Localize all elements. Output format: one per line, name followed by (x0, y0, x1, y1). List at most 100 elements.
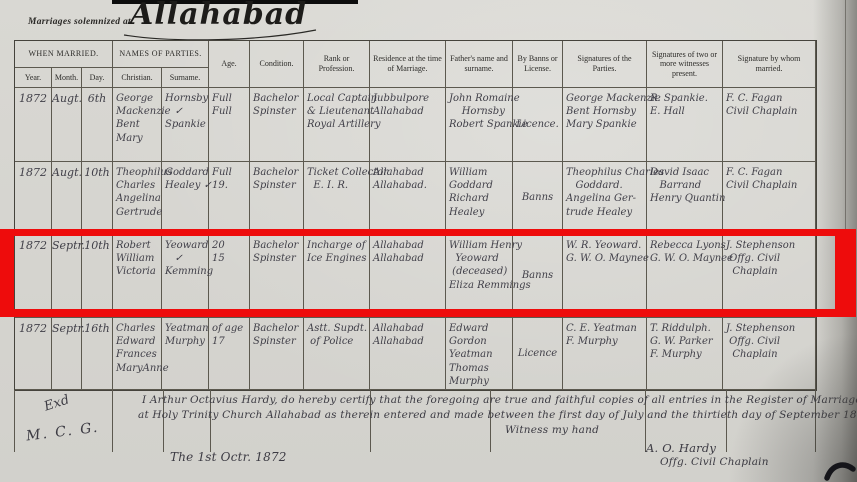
cell-christian: Theophilus Charles Angelina Gertrude (113, 162, 172, 235)
cell-year: 1872 (15, 88, 52, 162)
cell-day: 10th (82, 235, 113, 318)
cell-age: Full Full (209, 88, 250, 162)
preamble-label: Marriages solemnized at (28, 17, 131, 27)
cell-sig-parties: George Mackenzie Bent Hornsby Mary Spank… (563, 88, 661, 162)
column-rule (370, 390, 371, 452)
cell-banns: Licence (513, 318, 563, 390)
column-rule (112, 390, 113, 452)
place-name: Allahabad (130, 0, 308, 32)
cell-father: John Romaine Hornsby Robert Spankie (446, 88, 528, 162)
header-names-of-parties: NAMES OF PARTIES. (113, 41, 209, 68)
cell-residence: Jubbulpore Allahabad (370, 88, 446, 162)
column-rule (490, 390, 491, 452)
cell-rank: Local Captain & Lieutenant Royal Artille… (304, 88, 381, 162)
cell-sig-witnesses: David Isaac Barrand Henry Quantin (647, 162, 725, 235)
cell-age: Full 19. (209, 162, 250, 235)
cell-banns: Banns (513, 162, 563, 235)
cell-banns: Banns (513, 235, 563, 318)
table-row: 1872 Augt. 10th Theophilus Charles Angel… (15, 162, 816, 235)
header-condition: Condition. (250, 41, 304, 88)
cell-father: Edward Gordon Yeatman Thomas Murphy (446, 318, 513, 390)
cell-month: Septr. (52, 235, 85, 318)
column-rule (163, 390, 164, 452)
cell-condition: Bachelor Spinster (250, 235, 304, 318)
chaplain-title: Offg. Civil Chaplain (660, 456, 769, 468)
cell-month: Augt. (52, 88, 82, 162)
cell-sig-by-whom: F. C. Fagan Civil Chaplain (723, 162, 816, 235)
cell-surname: Yeoward ✓ Kemming (162, 235, 213, 318)
cell-banns: Licence. (513, 88, 563, 162)
header-christian: Christian. (113, 68, 162, 88)
cell-christian: George Mackenzie Bent Mary (113, 88, 171, 162)
table-row: 1872 Augt. 6th George Mackenzie Bent Mar… (15, 88, 816, 162)
header-rank: Rank or Profession. (304, 41, 370, 88)
table-row-highlighted: 1872 Septr. 10th Robert William Victoria… (15, 235, 816, 318)
ink-curl-mark (824, 462, 856, 481)
corner-shadow (727, 332, 857, 482)
flourish-underline (123, 29, 317, 41)
cell-day: 6th (82, 88, 113, 162)
header-sig-by-whom: Signature by whom married. (723, 41, 816, 88)
cell-christian: Robert William Victoria (113, 235, 162, 318)
column-rule (14, 390, 15, 452)
cell-year: 1872 (15, 318, 52, 390)
header-age: Age. (209, 41, 250, 88)
cell-month: Augt. (52, 162, 82, 235)
header-sig-witnesses: Signatures of two or more witnesses pres… (647, 41, 723, 88)
header-month: Month. (52, 68, 82, 88)
cell-surname: Yeatman Murphy (162, 318, 209, 390)
header-when-married: WHEN MARRIED. (15, 41, 113, 68)
header-year: Year. (15, 68, 52, 88)
header-day: Day. (82, 68, 113, 88)
cell-day: 16th (82, 318, 113, 390)
header-residence: Residence at the time of Marriage. (370, 41, 446, 88)
cell-father: William Henry Yeoward (deceased) Eliza R… (446, 235, 531, 318)
header-father: Father's name and surname. (446, 41, 513, 88)
chaplain-signature: A. O. Hardy (646, 441, 717, 455)
cell-condition: Bachelor Spinster (250, 318, 304, 390)
cell-sig-witnesses: R. Spankie. E. Hall (647, 88, 723, 162)
registrar-initials: M. C. G. (25, 419, 101, 445)
column-rule (645, 390, 646, 452)
page-fold-line (845, 0, 846, 238)
cell-sig-parties: W. R. Yeoward. G. W. O. Maynee (563, 235, 649, 318)
cell-residence: Allahabad Allahabad. (370, 162, 446, 235)
cell-year: 1872 (15, 235, 52, 318)
header-surname: Surname. (162, 68, 209, 88)
cell-surname: Goddard Healey ✓ (162, 162, 212, 235)
cell-condition: Bachelor Spinster (250, 88, 304, 162)
cell-month: Septr. (52, 318, 85, 390)
cell-father: William Goddard Richard Healey (446, 162, 513, 235)
certification-line-3: Witness my hand (505, 424, 600, 436)
cell-surname: Hornsby ✓ Spankie (162, 88, 209, 162)
cell-residence: Allahabad Allahabad (370, 235, 446, 318)
header-sig-parties: Signatures of the Parties. (563, 41, 647, 88)
cell-rank: Astt. Supdt. of Police (304, 318, 370, 390)
column-rule (726, 390, 727, 452)
cell-day: 10th (82, 162, 113, 235)
register-table: WHEN MARRIED. NAMES OF PARTIES. Year. Mo… (14, 40, 817, 391)
examined-mark: Exd (42, 392, 72, 415)
table-row: 1872 Septr. 16th Charles Edward Frances … (15, 318, 816, 390)
cell-sig-parties: Theophilus Charles Goddard. Angelina Ger… (563, 162, 664, 235)
highlight-box (0, 229, 856, 317)
certification-line-1: I Arthur Octavius Hardy, do hereby certi… (142, 394, 857, 406)
cell-condition: Bachelor Spinster (250, 162, 304, 235)
cell-residence: Allahabad Allahabad (370, 318, 446, 390)
header-banns: By Banns or License. (513, 41, 563, 88)
certification-date: The 1st Octr. 1872 (170, 450, 287, 464)
cell-sig-witnesses: Rebecca Lyons G. W. O. Maynee (647, 235, 733, 318)
scan-edge-bar (112, 0, 358, 4)
cell-year: 1872 (15, 162, 52, 235)
table-header: WHEN MARRIED. NAMES OF PARTIES. Year. Mo… (15, 41, 816, 88)
cell-sig-by-whom: F. C. Fagan Civil Chaplain (723, 88, 816, 162)
cell-sig-parties: C. E. Yeatman F. Murphy (563, 318, 647, 390)
cell-age: 20 15 (209, 235, 250, 318)
cell-rank: Ticket Collector E. I. R. (304, 162, 388, 235)
cell-age: of age 17 (209, 318, 250, 390)
cell-rank: Incharge of Ice Engines (304, 235, 370, 318)
column-rule (210, 390, 211, 452)
certification-line-2: at Holy Trinity Church Allahabad as ther… (138, 409, 857, 421)
cell-sig-witnesses: T. Riddulph. G. W. Parker F. Murphy (647, 318, 723, 390)
